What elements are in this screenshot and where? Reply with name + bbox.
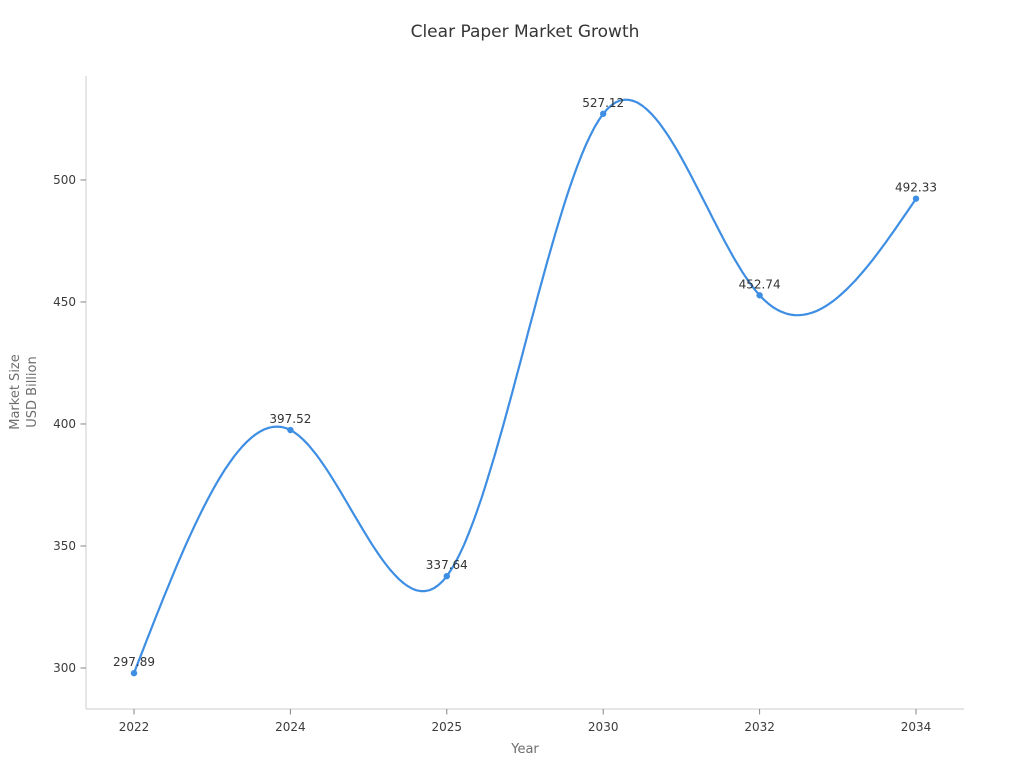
x-tick-label: 2034 [901, 720, 932, 734]
data-point-marker [600, 110, 607, 117]
data-point-label: 397.52 [269, 412, 311, 426]
x-axis-label: Year [511, 742, 539, 757]
data-point-marker [756, 292, 763, 299]
data-point-label: 452.74 [739, 277, 781, 291]
data-point-label: 527.12 [582, 96, 624, 110]
data-point-label: 337.64 [426, 558, 468, 572]
y-tick-label: 450 [53, 295, 76, 309]
y-tick-label: 350 [53, 539, 76, 553]
chart-title: Clear Paper Market Growth [410, 22, 640, 42]
data-point-marker [130, 669, 138, 677]
data-point-label: 492.33 [895, 181, 937, 195]
data-point-marker [443, 572, 450, 580]
data-point-label: 297.89 [113, 655, 155, 669]
y-tick-label: 500 [53, 173, 76, 187]
x-tick-label: 2032 [744, 720, 775, 734]
x-tick-label: 2030 [588, 720, 619, 734]
data-point-marker [287, 426, 294, 434]
x-tick-label: 2024 [275, 720, 306, 734]
x-tick-label: 2022 [119, 720, 150, 734]
x-tick-label: 2025 [432, 720, 463, 734]
y-tick-label: 300 [53, 661, 76, 675]
series-line [132, 98, 918, 675]
data-point-marker [912, 195, 920, 202]
y-tick-label: 400 [53, 417, 76, 431]
